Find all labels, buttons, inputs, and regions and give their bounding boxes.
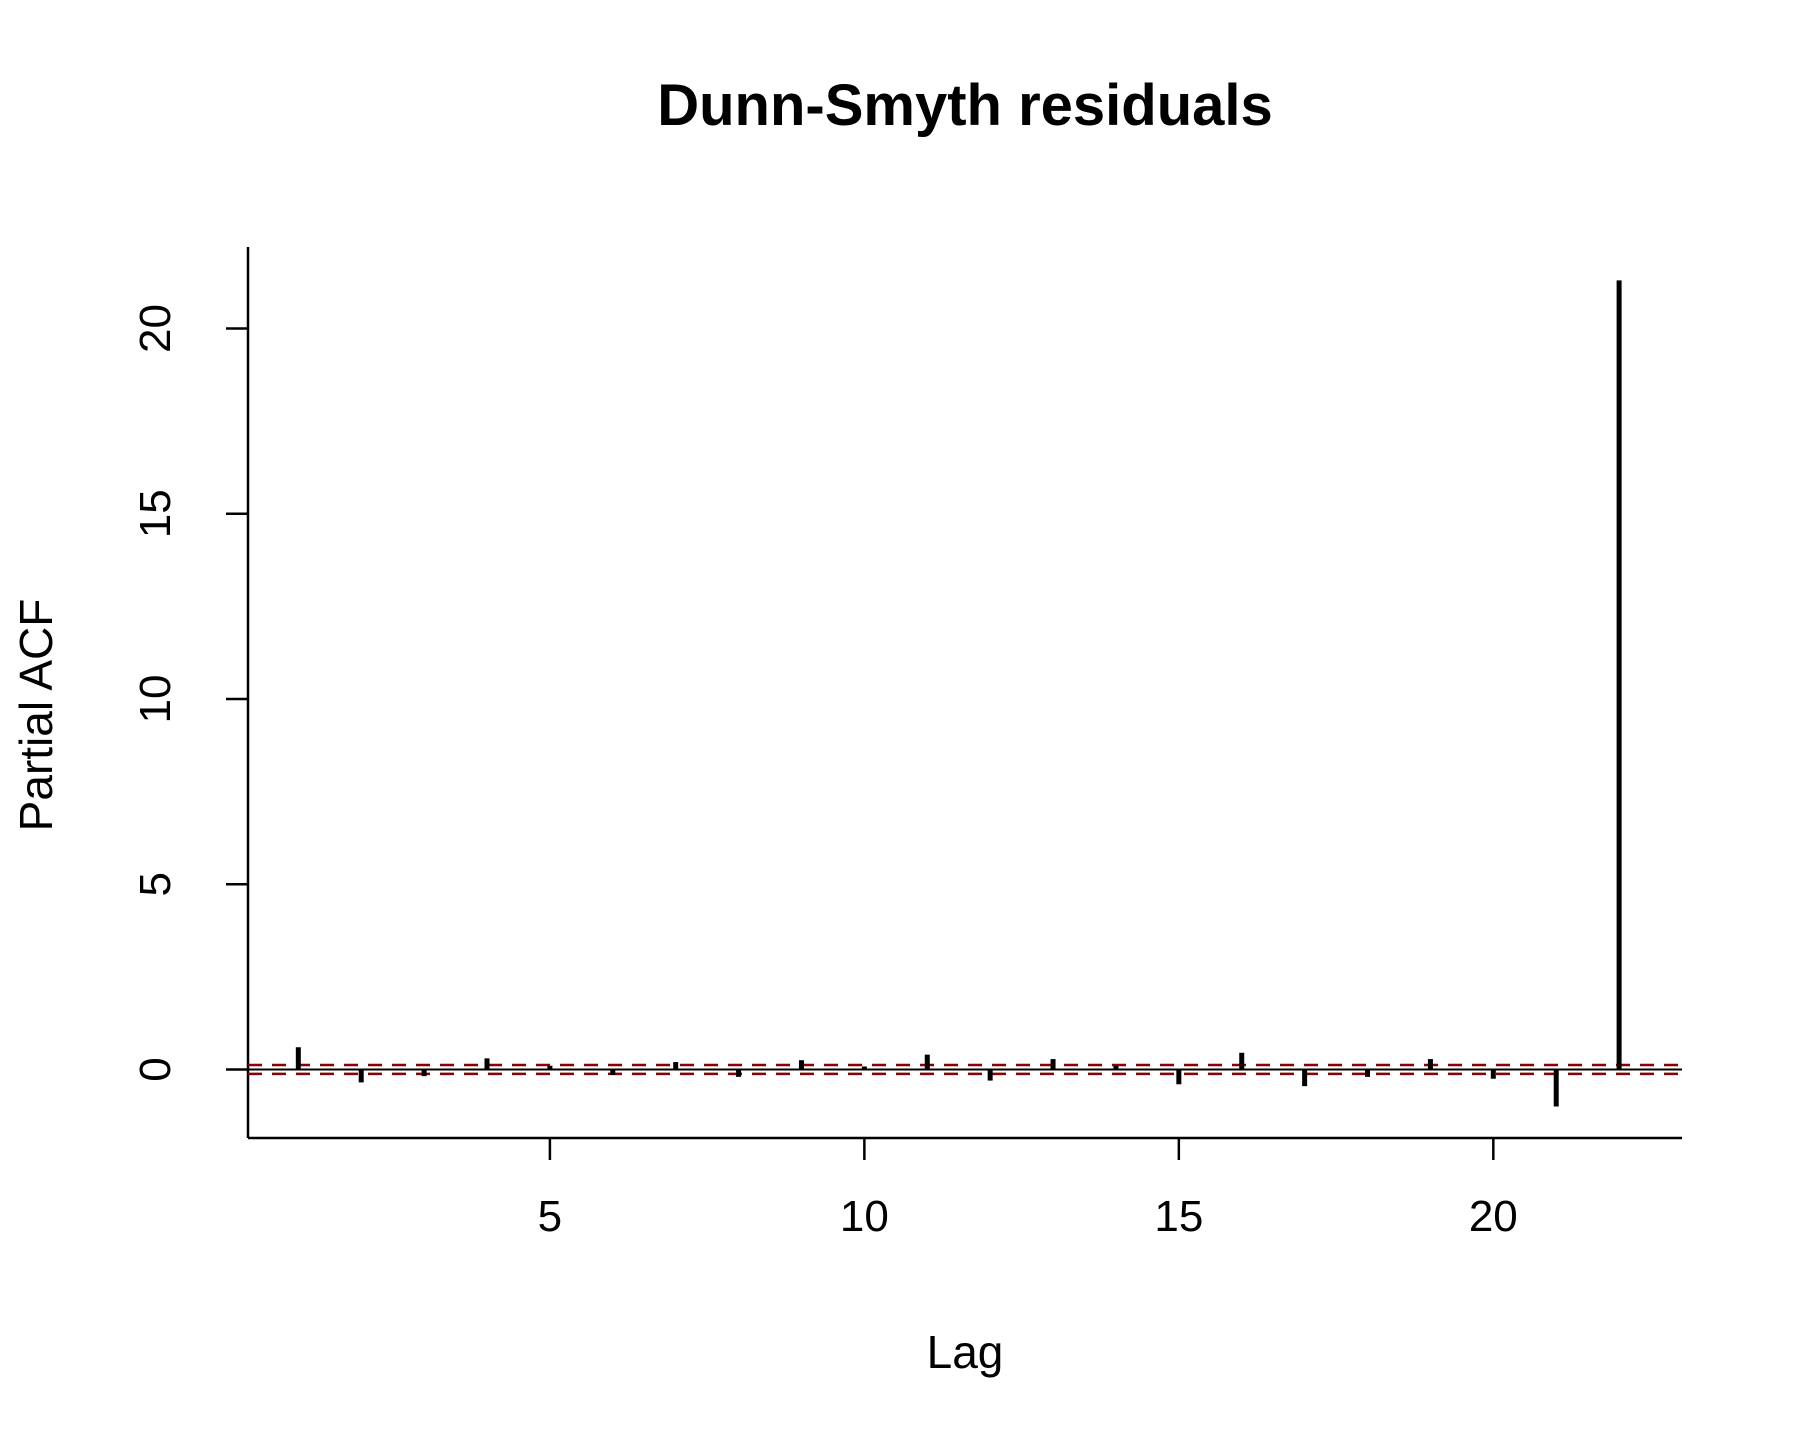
x-tick-label: 5 — [538, 1192, 562, 1241]
y-tick-label: 20 — [131, 304, 180, 353]
x-tick-label: 15 — [1154, 1192, 1203, 1241]
y-tick-label: 10 — [131, 675, 180, 724]
y-tick-label: 0 — [131, 1057, 180, 1081]
confidence-bounds — [248, 1063, 1682, 1076]
x-tick-label: 20 — [1469, 1192, 1518, 1241]
y-axis-label: Partial ACF — [10, 599, 62, 832]
chart-title: Dunn-Smyth residuals — [657, 73, 1273, 138]
y-tick-label: 15 — [131, 489, 180, 538]
axes: 5 10 15 20 0 5 10 15 20 — [131, 247, 1682, 1241]
y-tick-label: 5 — [131, 872, 180, 896]
pacf-bars — [295, 280, 1622, 1107]
x-axis-label: Lag — [927, 1326, 1004, 1378]
x-tick-label: 10 — [840, 1192, 889, 1241]
